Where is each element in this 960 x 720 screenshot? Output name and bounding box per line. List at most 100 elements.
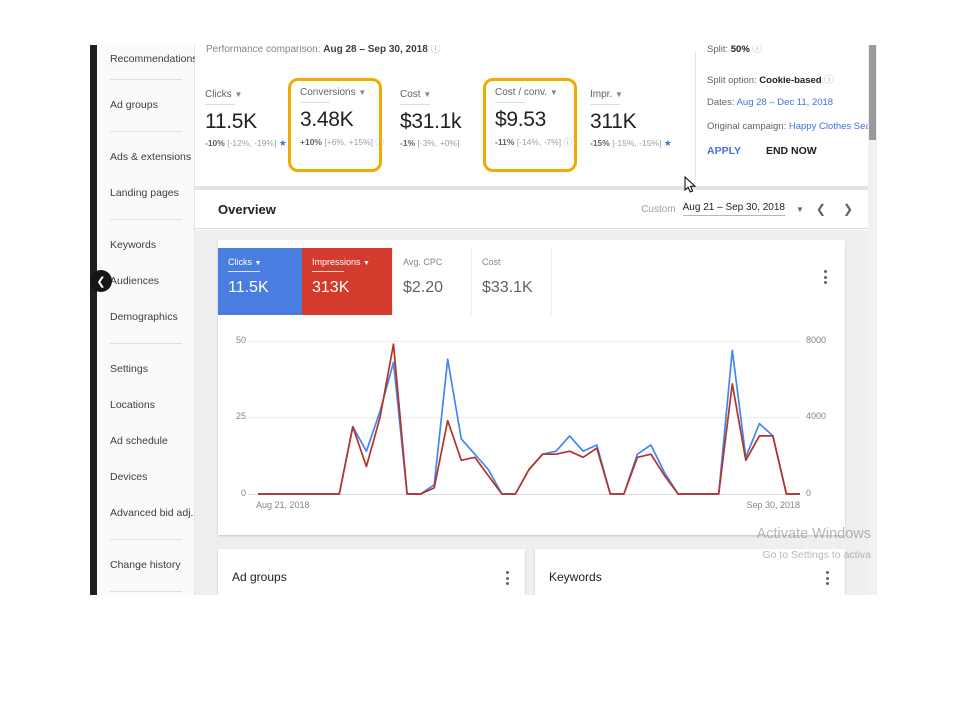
- left-dark-rail: [90, 45, 97, 595]
- chevron-down-icon: ▼: [254, 260, 262, 267]
- clicks-impressions-line-chart[interactable]: [258, 339, 800, 499]
- sidebar-item-locations[interactable]: Locations: [110, 399, 155, 411]
- info-icon: ⓘ: [563, 137, 573, 147]
- split-option-row: Split option: Cookie-based ⓘ: [707, 72, 834, 86]
- metric-impr: Impr. ▼ 311K -15% [-15%, -15%] ★: [590, 89, 676, 149]
- sidebar-item-settings[interactable]: Settings: [110, 363, 148, 375]
- end-now-button[interactable]: END NOW: [765, 145, 817, 157]
- chevron-down-icon: ▼: [363, 260, 370, 267]
- apply-button[interactable]: APPLY: [707, 145, 742, 157]
- sidebar-item-advanced-bid-adj[interactable]: Advanced bid adj.: [110, 507, 194, 519]
- original-campaign-link[interactable]: Happy Clothes Sear...: [788, 121, 868, 132]
- sidebar-divider: [97, 335, 194, 351]
- sidebar-collapse-button[interactable]: ❮: [90, 270, 112, 292]
- scrollbar-thumb[interactable]: [869, 45, 876, 140]
- dates-row: Dates: Aug 28 – Dec 11, 2018: [707, 97, 833, 108]
- sidebar-item-keywords[interactable]: Keywords: [110, 239, 157, 251]
- info-icon: ⓘ: [375, 137, 384, 147]
- ad-groups-card: Ad groups: [218, 549, 525, 595]
- metric-value: 3.48K: [300, 108, 354, 131]
- campaign-label: Original campaign:: [707, 121, 787, 132]
- vertical-divider: [695, 51, 696, 181]
- chart-tab-clicks[interactable]: Clicks ▼ 11.5K: [218, 248, 302, 315]
- chart-tab-cost[interactable]: Cost $33.1K: [472, 248, 552, 315]
- chart-tab-value: $2.20: [403, 279, 444, 296]
- metric-label[interactable]: Conversions ▼: [300, 87, 367, 98]
- keywords-card-title: Keywords: [549, 570, 602, 584]
- comparison-date-range: Aug 28 – Sep 30, 2018: [323, 45, 428, 55]
- date-range-type: Custom: [641, 203, 676, 215]
- metric-label[interactable]: Clicks ▼: [205, 89, 243, 100]
- label-underline: [400, 104, 430, 105]
- vertical-scrollbar: [868, 45, 877, 595]
- ad-groups-card-title: Ad groups: [232, 570, 287, 584]
- google-ads-app-window: Recommendations Ad groups Ads & extensions…: [90, 45, 877, 595]
- chart-tab-value: $33.1K: [482, 279, 533, 296]
- right-axis-tick: 4000: [806, 411, 827, 421]
- left-axis-tick: 50: [235, 335, 246, 345]
- chevron-left-icon: ❮: [96, 275, 106, 288]
- star-icon[interactable]: ★: [278, 138, 287, 148]
- gridline: [248, 417, 800, 418]
- chart-tab-value: 11.5K: [228, 279, 269, 296]
- clicks-line: [258, 349, 800, 495]
- x-axis-start-label: Aug 21, 2018: [256, 500, 310, 510]
- chart-tab-label: Impressions ▼: [312, 257, 370, 267]
- chart-tab-avg-cpc[interactable]: Avg. CPC $2.20: [392, 248, 472, 315]
- sidebar-divider: [97, 123, 194, 139]
- split-option-label: Split option:: [707, 75, 757, 86]
- star-icon[interactable]: ★: [663, 138, 672, 148]
- chart-card-menu-button[interactable]: [820, 266, 831, 288]
- chart-metric-tabs: Clicks ▼ 11.5K Impressions ▼ 313K Avg. CPC $2…: [218, 248, 552, 315]
- right-axis-tick: 8000: [806, 335, 827, 345]
- metric-delta: -11% [-14%, -7%] ⓘ: [495, 137, 573, 147]
- keywords-menu-button[interactable]: [822, 567, 833, 589]
- sidebar-item-landing-pages[interactable]: Landing pages: [110, 187, 179, 199]
- metric-delta: -1% [-3%, +0%]: [400, 138, 460, 148]
- performance-comparison-header: Performance comparison: Aug 28 – Sep 30,…: [206, 45, 441, 55]
- tab-underline: [482, 271, 514, 272]
- label-underline: [205, 104, 235, 105]
- sidebar-item-ads-extensions[interactable]: Ads & extensions: [110, 151, 192, 163]
- tab-underline: [228, 271, 260, 272]
- label-underline: [495, 102, 525, 103]
- metric-label[interactable]: Cost / conv. ▼: [495, 87, 558, 98]
- ad-groups-menu-button[interactable]: [502, 567, 513, 589]
- metric-label[interactable]: Impr. ▼: [590, 89, 623, 100]
- metric-delta: -15% [-15%, -15%] ★: [590, 138, 672, 148]
- chart-tab-impressions[interactable]: Impressions ▼ 313K: [302, 248, 392, 315]
- keywords-card: Keywords: [535, 549, 845, 595]
- dates-label: Dates:: [707, 97, 735, 108]
- original-campaign-row: Original campaign: Happy Clothes Sear...: [707, 121, 868, 132]
- chevron-down-icon: ▼: [423, 90, 432, 99]
- metric-conversions-highlighted: Conversions ▼ 3.48K +10% [+6%, +15%] ⓘ: [288, 78, 384, 172]
- metric-cost-conv-highlighted: Cost / conv. ▼ $9.53 -11% [-14%, -7%] ⓘ: [483, 78, 577, 172]
- chart-tab-value: 313K: [312, 279, 350, 296]
- previous-period-button[interactable]: ❮: [815, 202, 826, 216]
- chevron-down-icon: ▼: [358, 88, 367, 97]
- next-period-button[interactable]: ❯: [842, 202, 853, 216]
- chevron-down-icon: ▼: [615, 90, 623, 99]
- x-axis-end-label: Sep 30, 2018: [746, 500, 800, 510]
- tab-underline: [312, 271, 344, 272]
- metric-delta: +10% [+6%, +15%] ⓘ: [300, 137, 384, 147]
- performance-comparison-card: Performance comparison: Aug 28 – Sep 30,…: [195, 45, 868, 186]
- page-title: Overview: [218, 201, 276, 217]
- sidebar-item-ad-groups[interactable]: Ad groups: [110, 99, 158, 111]
- comparison-label: Performance comparison:: [206, 45, 321, 55]
- metric-value: $31.1k: [400, 110, 462, 133]
- sidebar-item-audiences[interactable]: Audiences: [110, 275, 160, 287]
- metric-clicks: Clicks ▼ 11.5K -10% [-12%, -19%] ★: [205, 89, 291, 149]
- dates-link[interactable]: Aug 28 – Dec 11, 2018: [736, 97, 834, 108]
- sidebar-item-ad-schedule[interactable]: Ad schedule: [110, 435, 168, 447]
- sidebar-item-demographics[interactable]: Demographics: [110, 311, 178, 323]
- metric-label[interactable]: Cost ▼: [400, 89, 432, 100]
- chevron-down-icon[interactable]: ▼: [795, 204, 804, 214]
- sidebar-item-change-history[interactable]: Change history: [110, 559, 181, 571]
- sidebar-item-devices[interactable]: Devices: [110, 471, 148, 483]
- label-underline: [300, 102, 330, 103]
- date-range-selector[interactable]: Aug 21 – Sep 30, 2018: [682, 202, 785, 216]
- sidebar-item-recommendations[interactable]: Recommendations: [110, 53, 198, 65]
- overview-header-bar: Overview Custom Aug 21 – Sep 30, 2018 ▼ …: [195, 190, 868, 229]
- sidebar-divider: [97, 71, 194, 87]
